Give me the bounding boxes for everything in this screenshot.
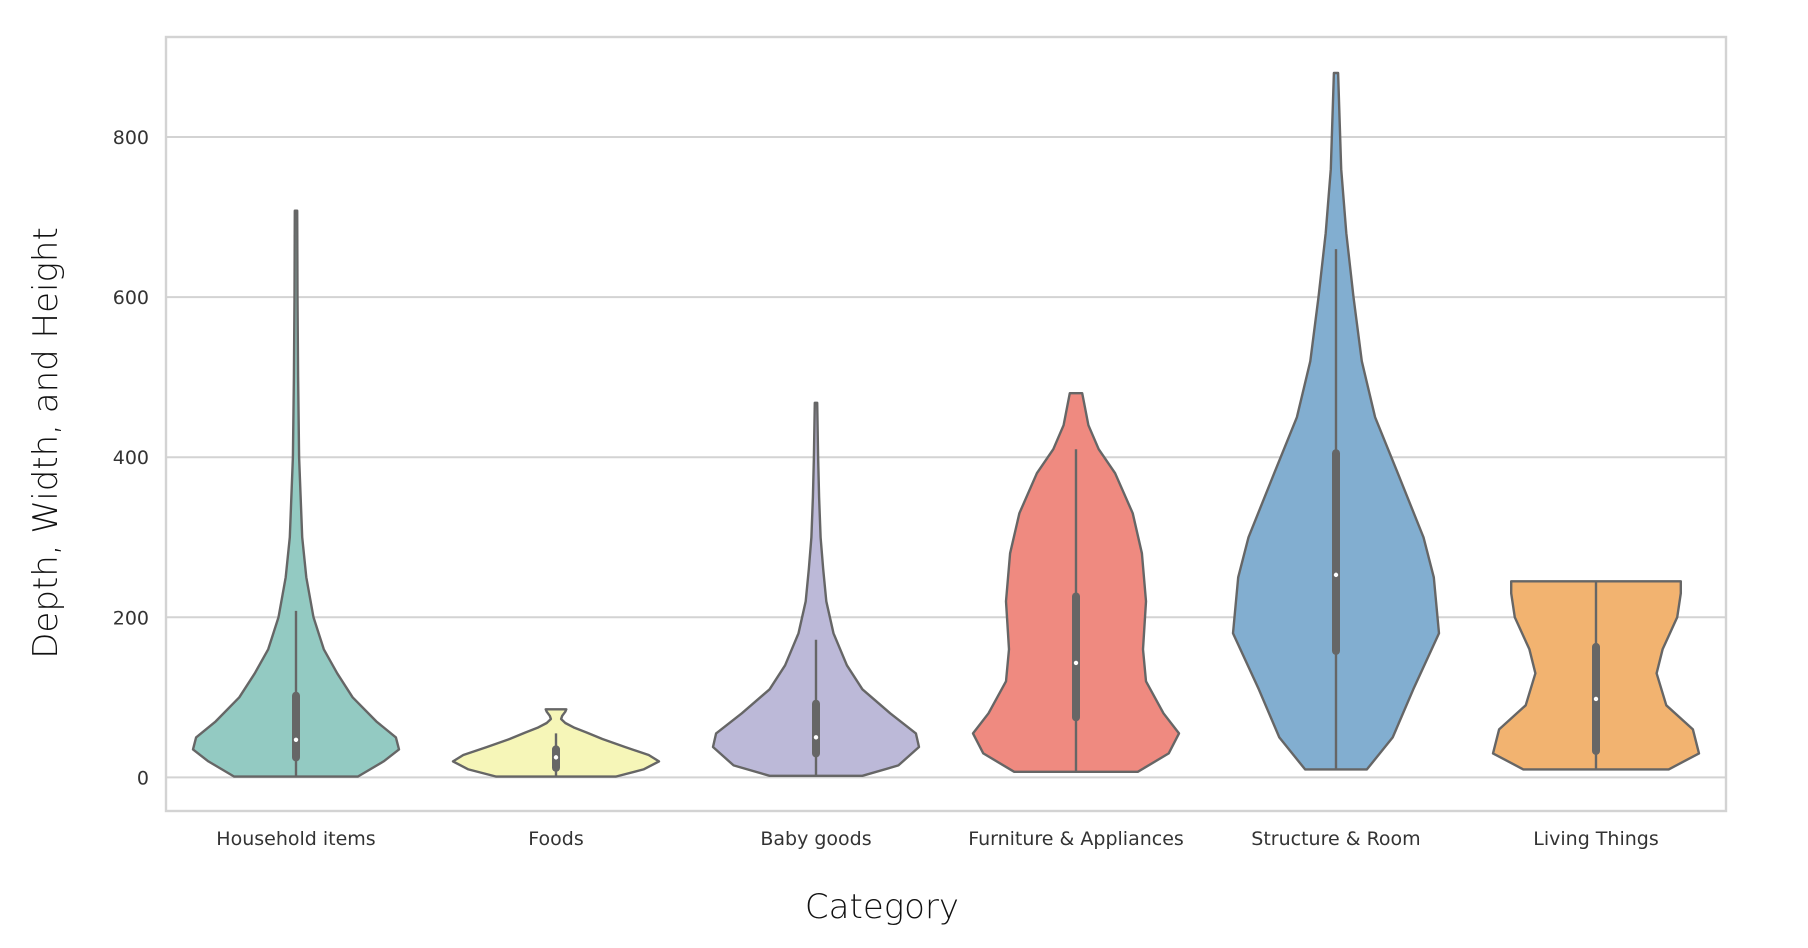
x-tick-label: Furniture & Appliances (968, 828, 1184, 850)
y-axis-ticks: 0 200 400 600 800 (113, 127, 149, 789)
violin-median (553, 755, 559, 760)
y-axis-title: Depth, Width, and Height (26, 227, 66, 659)
x-axis-ticks: Household items Foods Baby goods Furniture … (216, 828, 1658, 850)
y-tick-label: 0 (137, 767, 149, 789)
violin-median (813, 735, 819, 740)
x-axis-title: Category (805, 887, 959, 927)
violin-furniture-appliances (971, 392, 1181, 773)
violin-household-items (191, 209, 401, 778)
x-tick-label: Baby goods (760, 828, 871, 850)
x-tick-label: Living Things (1533, 828, 1658, 850)
violin-living-things (1491, 580, 1701, 771)
y-tick-label: 200 (113, 607, 149, 629)
y-tick-label: 400 (113, 447, 149, 469)
violin-baby-goods (711, 401, 921, 777)
y-tick-label: 800 (113, 127, 149, 149)
violin-foods (451, 708, 661, 778)
violin-body (711, 401, 921, 777)
violin-body (191, 209, 401, 778)
violin-median (1333, 572, 1339, 578)
x-tick-label: Structure & Room (1251, 828, 1420, 850)
violin-median (293, 737, 299, 742)
plot-frame (164, 35, 1728, 813)
violin-median (1073, 660, 1079, 666)
gridlines (166, 136, 1726, 779)
violin-structure-room (1231, 71, 1441, 771)
x-tick-label: Foods (528, 828, 583, 850)
violin-median (1593, 696, 1599, 702)
x-tick-label: Household items (216, 828, 375, 850)
violins (191, 71, 1701, 778)
y-tick-label: 600 (113, 287, 149, 309)
